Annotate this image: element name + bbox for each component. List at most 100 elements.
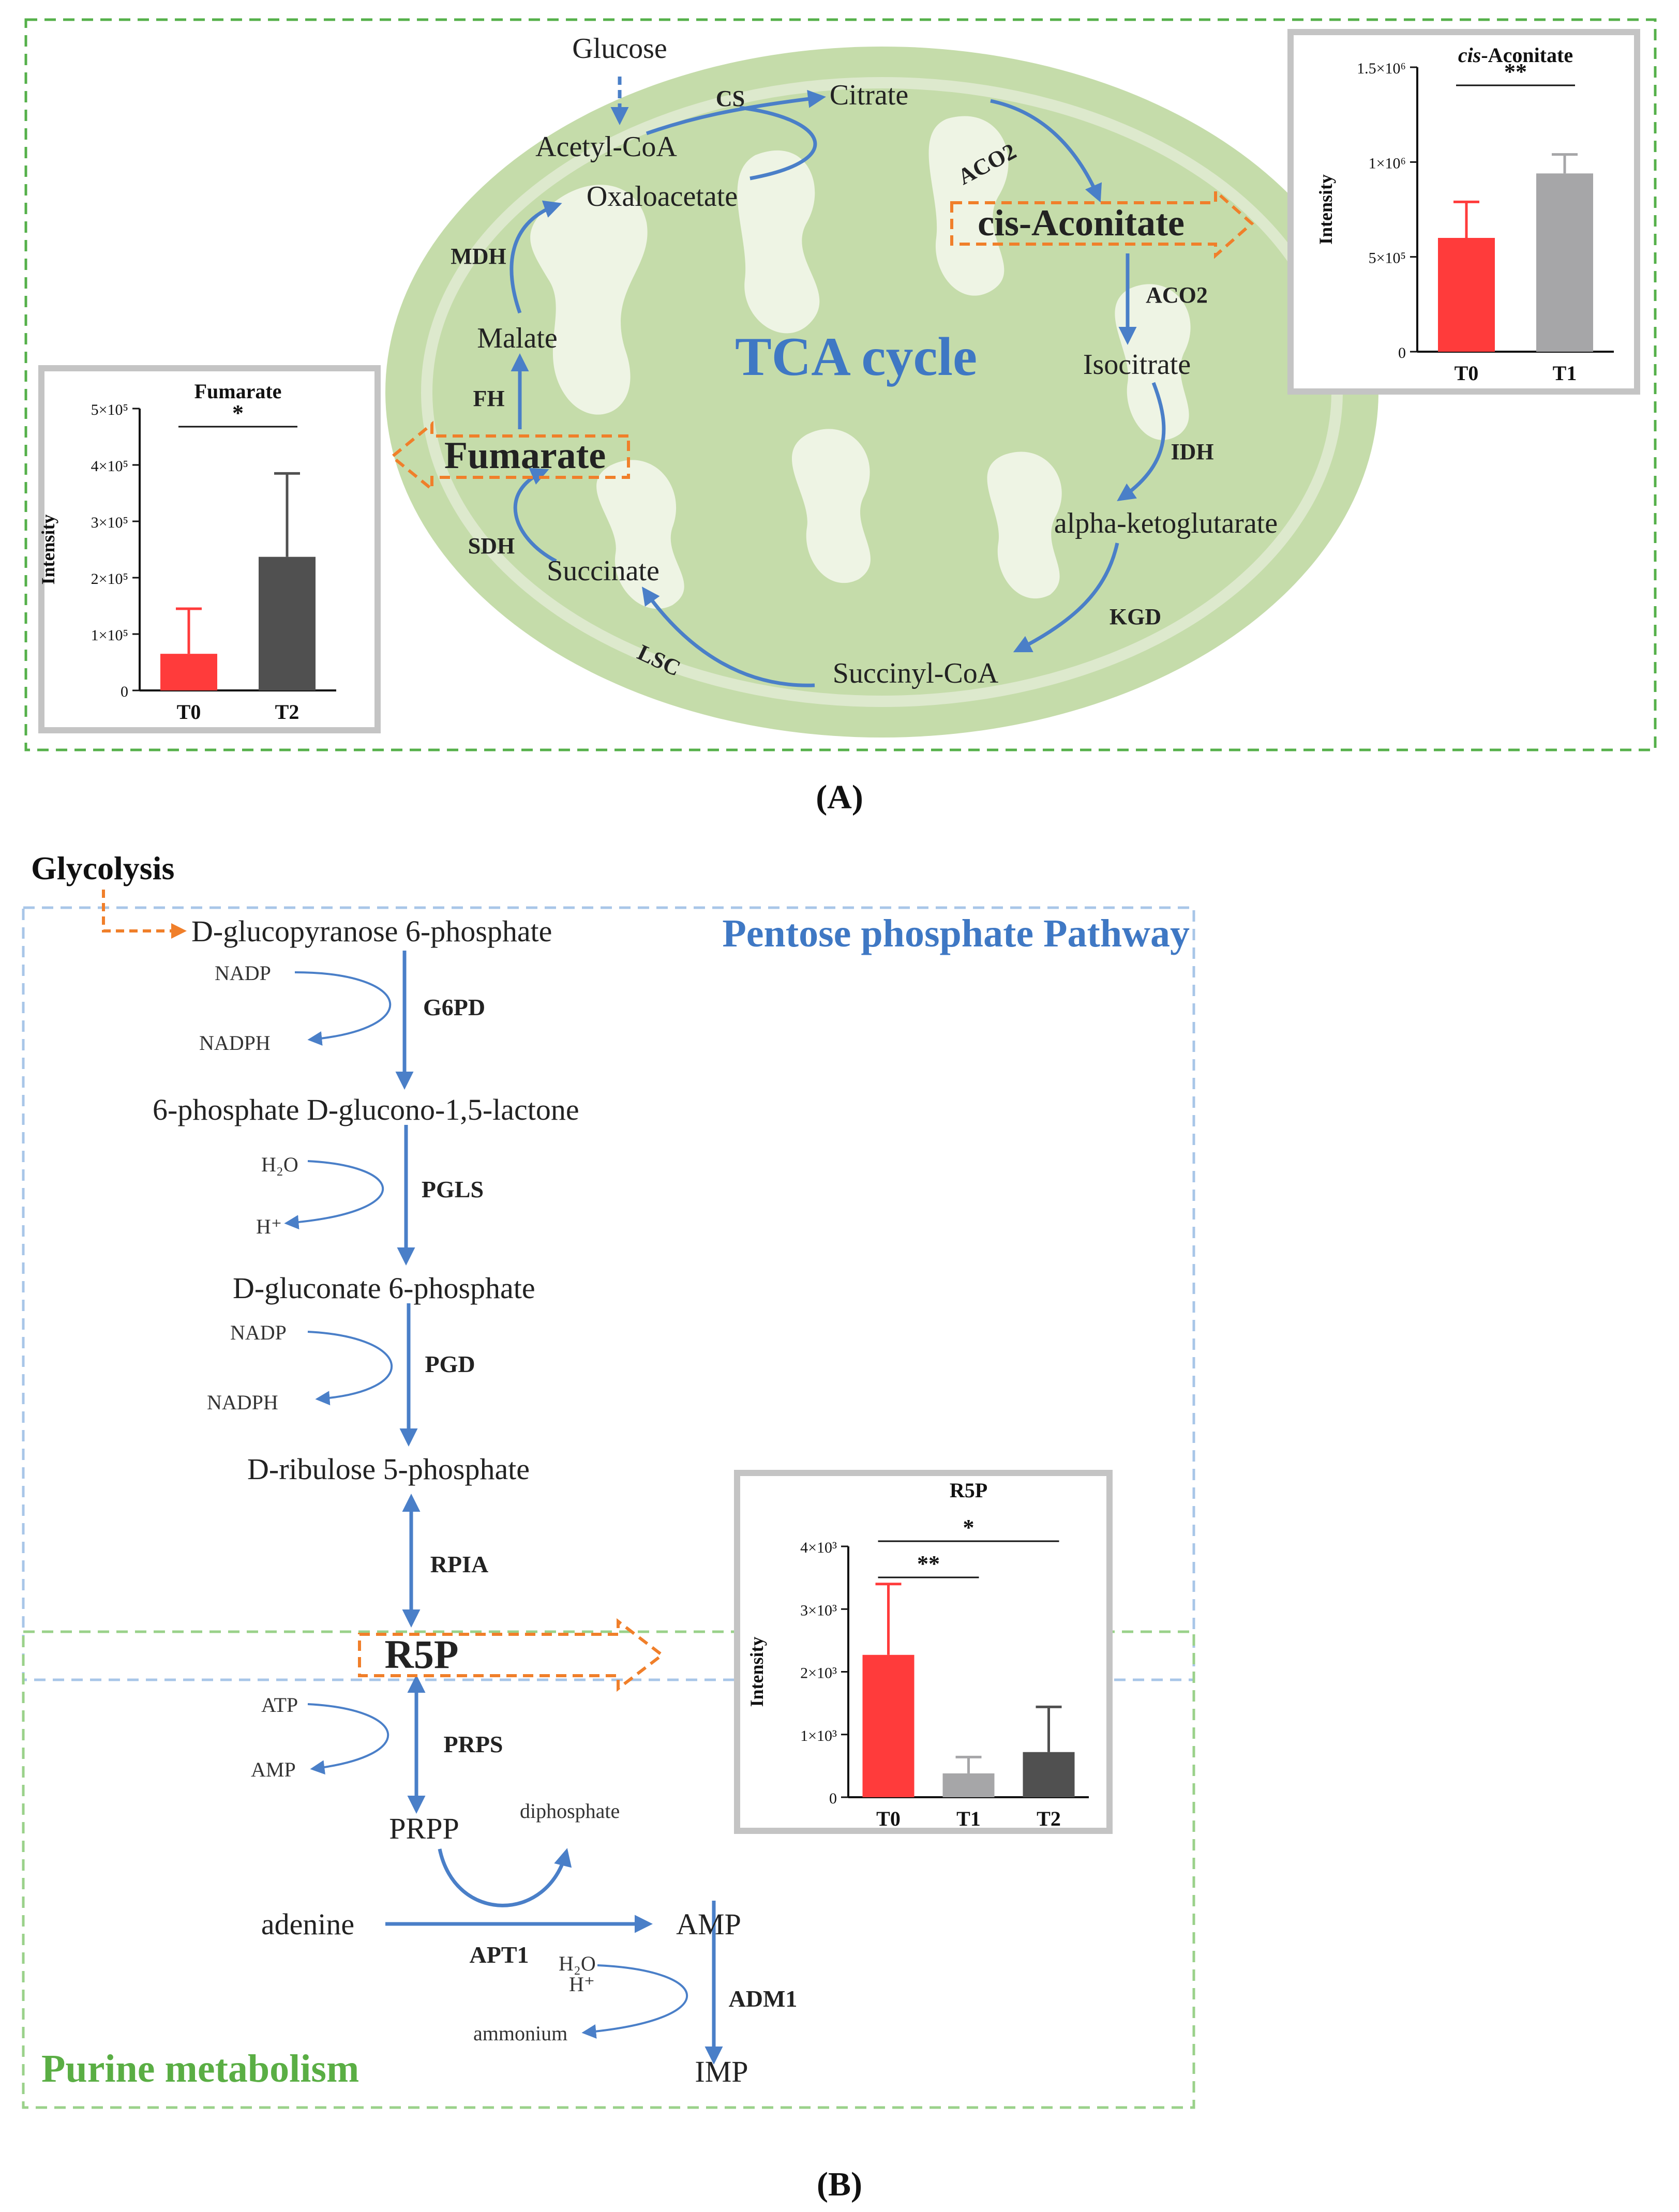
enzyme-mdh: MDH bbox=[451, 244, 506, 269]
hplus-2: H⁺ bbox=[569, 1973, 595, 1996]
nadph-1: NADPH bbox=[199, 1031, 271, 1055]
hplus-1: H⁺ bbox=[256, 1215, 282, 1238]
ppp-frame bbox=[22, 906, 1195, 1681]
r5p-x-label-T1: T1 bbox=[956, 1807, 981, 1830]
r5p-significance-mark: ** bbox=[917, 1551, 940, 1576]
ppp-arrows bbox=[385, 951, 723, 2065]
fumarate-y-tick-label: 3×10⁵ bbox=[91, 514, 128, 531]
h2o-2: H₂O bbox=[559, 1952, 596, 1975]
alpha-ketoglutarate-label: alpha-ketoglutarate bbox=[1054, 507, 1278, 539]
cis-aconitate-y-tick-label: 0 bbox=[1398, 344, 1406, 362]
cis-aconitate-bar-T0 bbox=[1438, 238, 1495, 352]
cis-aconitate-x-label-T1: T1 bbox=[1553, 362, 1577, 385]
enzyme-apt1: APT1 bbox=[470, 1942, 529, 1968]
idh-arrow bbox=[1117, 382, 1166, 501]
r5p-highlight bbox=[358, 1618, 665, 1692]
fumarate-y-tick-label: 5×10⁵ bbox=[91, 401, 128, 418]
enzyme-prps: PRPS bbox=[444, 1731, 503, 1757]
r5p-bar-T2 bbox=[1023, 1752, 1075, 1797]
cis-aconitate-chart: cis-Aconitate 0 5×10⁵ 1×10⁶ 1.5×10⁶ Intensity… bbox=[1287, 29, 1640, 395]
r5p-y-label: Intensity bbox=[746, 1636, 767, 1707]
gluconate-label: D-gluconate 6-phosphate bbox=[233, 1271, 535, 1305]
h2o-1: H₂O bbox=[261, 1153, 298, 1176]
enzyme-kgd: KGD bbox=[1110, 604, 1161, 629]
fumarate-y-label: Intensity bbox=[38, 514, 58, 584]
cis-aconitate-y-tick-label: 1.5×10⁶ bbox=[1357, 60, 1406, 77]
enzyme-cs: CS bbox=[716, 86, 745, 111]
cis-aconitate-highlight bbox=[950, 188, 1254, 259]
r5p-y-tick-label: 3×10³ bbox=[800, 1602, 837, 1619]
enzyme-aco2-2: ACO2 bbox=[1146, 282, 1208, 308]
fumarate-y-tick-label: 1×10⁵ bbox=[91, 627, 128, 644]
fumarate-highlight bbox=[389, 420, 630, 493]
cs-arrow bbox=[646, 89, 826, 136]
fumarate-x-label-T2: T2 bbox=[275, 700, 299, 724]
purine-title: Purine metabolism bbox=[41, 2047, 359, 2090]
fumarate-bar-T2 bbox=[259, 556, 316, 690]
mitochondrion-illustration bbox=[385, 47, 1378, 738]
enzyme-g6pd: G6PD bbox=[423, 994, 485, 1020]
r5p-bar-T0 bbox=[862, 1654, 915, 1797]
isocitrate-label: Isocitrate bbox=[1083, 349, 1191, 381]
r5p-x-label-T0: T0 bbox=[876, 1807, 901, 1830]
adenine-label: adenine bbox=[261, 1907, 354, 1941]
r5p-y-tick-label: 2×10³ bbox=[800, 1665, 837, 1682]
enzyme-rpia: RPIA bbox=[430, 1551, 488, 1577]
enzyme-pgls: PGLS bbox=[422, 1176, 484, 1202]
fumarate-y-tick-label: 4×10⁵ bbox=[91, 458, 128, 475]
aco2-arrow-1 bbox=[990, 99, 1102, 203]
cis-aconitate-y-tick-label: 1×10⁶ bbox=[1369, 155, 1406, 172]
succinyl-coa-label: Succinyl-CoA bbox=[833, 657, 999, 689]
cis-aconitate-significance-mark: ** bbox=[1504, 59, 1527, 84]
enzyme-adm1: ADM1 bbox=[729, 1985, 798, 2012]
g6p-label: D-glucopyranose 6-phosphate bbox=[191, 914, 552, 948]
r5p-label: R5P bbox=[385, 1632, 459, 1677]
fumarate-label: Fumarate bbox=[444, 434, 606, 477]
nadp-2: NADP bbox=[230, 1321, 287, 1344]
glycolysis-label: Glycolysis bbox=[31, 850, 174, 886]
r5p-x-label-T2: T2 bbox=[1037, 1807, 1061, 1830]
enzyme-idh: IDH bbox=[1171, 439, 1213, 464]
purine-frame bbox=[22, 1630, 1195, 2109]
ammonium: ammonium bbox=[473, 2022, 567, 2045]
panel-a-label: (A) bbox=[816, 778, 863, 816]
nadp-1: NADP bbox=[215, 961, 271, 985]
fumarate-significance-mark: * bbox=[232, 400, 244, 426]
r5p-y-tick-label: 0 bbox=[829, 1790, 837, 1807]
r5p-significance-mark: * bbox=[963, 1515, 975, 1540]
glucose-label: Glucose bbox=[572, 33, 667, 65]
succinate-label: Succinate bbox=[547, 555, 659, 587]
atp: ATP bbox=[261, 1693, 298, 1717]
cis-aconitate-y-label: Intensity bbox=[1315, 174, 1336, 245]
cofactor-arrows bbox=[284, 971, 688, 2039]
glycolysis-arrow bbox=[102, 890, 187, 939]
cis-aconitate-y-tick-label: 5×10⁵ bbox=[1369, 250, 1406, 267]
ppp-title: Pentose phosphate Pathway bbox=[722, 912, 1190, 955]
imp-label: IMP bbox=[695, 2055, 748, 2088]
mdh-arrow bbox=[509, 200, 562, 314]
kgd-arrow bbox=[1013, 543, 1119, 653]
cis-aconitate-label: cis-Aconitate bbox=[978, 202, 1185, 244]
cis-aconitate-bar-T1 bbox=[1536, 173, 1593, 352]
lactone-label: 6-phosphate D-glucono-1,5-lactone bbox=[153, 1093, 579, 1126]
enzyme-sdh: SDH bbox=[468, 533, 515, 559]
citrate-label: Citrate bbox=[830, 79, 908, 111]
cis-aconitate-chart-title: cis-Aconitate bbox=[1458, 43, 1573, 67]
panel-b-label: (B) bbox=[817, 2165, 862, 2203]
enzyme-fh: FH bbox=[473, 386, 504, 411]
nadph-2: NADPH bbox=[207, 1391, 278, 1414]
lsc-arrow bbox=[641, 586, 815, 687]
fumarate-chart: Fumarate 0 1×10⁵ 2×10⁵ 3×10⁵ 4×10⁵ 5×10⁵ Intens… bbox=[38, 365, 381, 733]
panel-a-frame bbox=[24, 18, 1657, 751]
amp-label: AMP bbox=[676, 1907, 741, 1941]
r5p-bar-T1 bbox=[942, 1773, 995, 1797]
tca-arrows bbox=[509, 77, 1166, 687]
fumarate-bar-T0 bbox=[160, 654, 217, 690]
acetyl-coa-label: Acetyl-CoA bbox=[535, 131, 677, 163]
r5p-chart: R5P 0 1×10³ 2×10³ 3×10³ 4×10³ Intensity T0 T1 T2 *… bbox=[734, 1470, 1113, 1834]
oxaloacetate-loop bbox=[739, 106, 817, 180]
ribulose-label: D-ribulose 5-phosphate bbox=[247, 1452, 530, 1486]
r5p-y-tick-label: 1×10³ bbox=[800, 1727, 837, 1744]
malate-label: Malate bbox=[477, 322, 557, 354]
